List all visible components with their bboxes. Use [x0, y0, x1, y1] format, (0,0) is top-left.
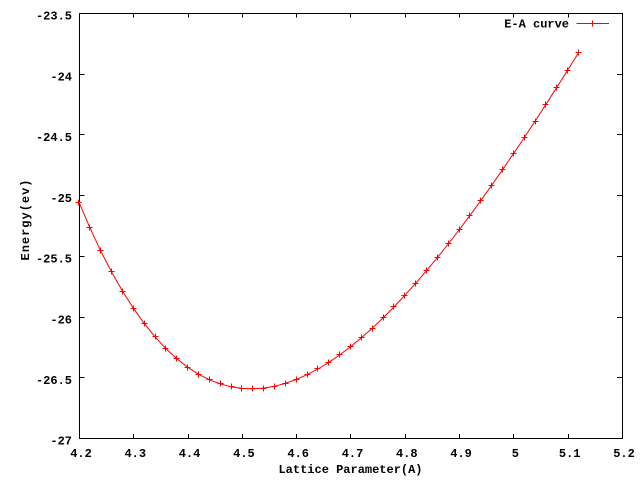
svg-text:4.7: 4.7 [342, 447, 364, 461]
svg-text:-25: -25 [50, 192, 72, 206]
svg-text:-27: -27 [50, 435, 72, 449]
svg-text:4.4: 4.4 [179, 447, 201, 461]
svg-text:5.1: 5.1 [559, 447, 581, 461]
svg-text:Energy(ev): Energy(ev) [19, 178, 33, 260]
svg-text:5: 5 [512, 447, 519, 461]
svg-text:4.8: 4.8 [396, 447, 418, 461]
svg-text:Lattice Parameter(A): Lattice Parameter(A) [278, 463, 422, 477]
svg-text:4.5: 4.5 [233, 447, 255, 461]
svg-text:4.2: 4.2 [70, 447, 92, 461]
svg-text:-24: -24 [50, 70, 72, 84]
svg-text:4.3: 4.3 [124, 447, 146, 461]
svg-text:E-A curve: E-A curve [504, 18, 569, 32]
svg-text:-23.5: -23.5 [36, 10, 72, 24]
svg-text:-26: -26 [50, 313, 72, 327]
svg-text:-25.5: -25.5 [36, 253, 72, 267]
svg-text:5.2: 5.2 [613, 447, 635, 461]
svg-text:-24.5: -24.5 [36, 131, 72, 145]
svg-text:4.9: 4.9 [450, 447, 472, 461]
svg-text:-26.5: -26.5 [36, 374, 72, 388]
svg-text:4.6: 4.6 [287, 447, 309, 461]
